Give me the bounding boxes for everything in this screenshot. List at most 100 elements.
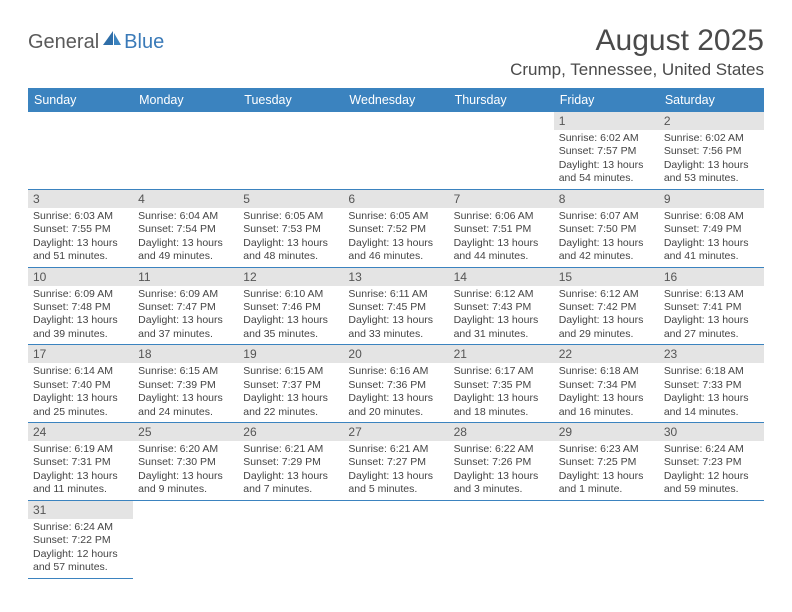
calendar-cell: 6Sunrise: 6:05 AMSunset: 7:52 PMDaylight… [343, 189, 448, 267]
day-details: Sunrise: 6:18 AMSunset: 7:34 PMDaylight:… [554, 363, 659, 422]
day-number: 29 [554, 423, 659, 441]
calendar-cell: 10Sunrise: 6:09 AMSunset: 7:48 PMDayligh… [28, 267, 133, 345]
calendar-week-row: 31Sunrise: 6:24 AMSunset: 7:22 PMDayligh… [28, 500, 764, 578]
day-number: 23 [659, 345, 764, 363]
day-number: 12 [238, 268, 343, 286]
calendar-cell: 25Sunrise: 6:20 AMSunset: 7:30 PMDayligh… [133, 423, 238, 501]
day-details: Sunrise: 6:10 AMSunset: 7:46 PMDaylight:… [238, 286, 343, 345]
day-number: 24 [28, 423, 133, 441]
day-number: 22 [554, 345, 659, 363]
day-details: Sunrise: 6:06 AMSunset: 7:51 PMDaylight:… [449, 208, 554, 267]
day-details: Sunrise: 6:19 AMSunset: 7:31 PMDaylight:… [28, 441, 133, 500]
calendar-cell [554, 500, 659, 578]
day-details: Sunrise: 6:21 AMSunset: 7:27 PMDaylight:… [343, 441, 448, 500]
day-number: 4 [133, 190, 238, 208]
weekday-header: Monday [133, 88, 238, 112]
day-number: 9 [659, 190, 764, 208]
brand-logo: General Blue [28, 30, 164, 54]
day-details: Sunrise: 6:09 AMSunset: 7:47 PMDaylight:… [133, 286, 238, 345]
calendar-body: 1Sunrise: 6:02 AMSunset: 7:57 PMDaylight… [28, 112, 764, 578]
calendar-cell: 18Sunrise: 6:15 AMSunset: 7:39 PMDayligh… [133, 345, 238, 423]
calendar-cell: 15Sunrise: 6:12 AMSunset: 7:42 PMDayligh… [554, 267, 659, 345]
day-number: 7 [449, 190, 554, 208]
day-number: 21 [449, 345, 554, 363]
weekday-header: Friday [554, 88, 659, 112]
calendar-cell: 1Sunrise: 6:02 AMSunset: 7:57 PMDaylight… [554, 112, 659, 189]
day-number: 16 [659, 268, 764, 286]
day-details: Sunrise: 6:18 AMSunset: 7:33 PMDaylight:… [659, 363, 764, 422]
calendar-cell: 3Sunrise: 6:03 AMSunset: 7:55 PMDaylight… [28, 189, 133, 267]
calendar-cell: 13Sunrise: 6:11 AMSunset: 7:45 PMDayligh… [343, 267, 448, 345]
day-number: 1 [554, 112, 659, 130]
day-number: 31 [28, 501, 133, 519]
calendar-cell: 30Sunrise: 6:24 AMSunset: 7:23 PMDayligh… [659, 423, 764, 501]
day-number: 30 [659, 423, 764, 441]
calendar-cell: 28Sunrise: 6:22 AMSunset: 7:26 PMDayligh… [449, 423, 554, 501]
calendar-cell: 21Sunrise: 6:17 AMSunset: 7:35 PMDayligh… [449, 345, 554, 423]
calendar-cell: 24Sunrise: 6:19 AMSunset: 7:31 PMDayligh… [28, 423, 133, 501]
day-number: 8 [554, 190, 659, 208]
day-details: Sunrise: 6:02 AMSunset: 7:56 PMDaylight:… [659, 130, 764, 189]
calendar-cell: 4Sunrise: 6:04 AMSunset: 7:54 PMDaylight… [133, 189, 238, 267]
day-details: Sunrise: 6:12 AMSunset: 7:43 PMDaylight:… [449, 286, 554, 345]
calendar-cell [343, 500, 448, 578]
calendar-cell: 12Sunrise: 6:10 AMSunset: 7:46 PMDayligh… [238, 267, 343, 345]
calendar-week-row: 3Sunrise: 6:03 AMSunset: 7:55 PMDaylight… [28, 189, 764, 267]
day-number: 26 [238, 423, 343, 441]
day-number: 2 [659, 112, 764, 130]
day-number: 5 [238, 190, 343, 208]
calendar-table: SundayMondayTuesdayWednesdayThursdayFrid… [28, 88, 764, 579]
weekday-header: Saturday [659, 88, 764, 112]
day-details: Sunrise: 6:23 AMSunset: 7:25 PMDaylight:… [554, 441, 659, 500]
sail-icon [101, 30, 123, 54]
day-details: Sunrise: 6:12 AMSunset: 7:42 PMDaylight:… [554, 286, 659, 345]
calendar-cell: 26Sunrise: 6:21 AMSunset: 7:29 PMDayligh… [238, 423, 343, 501]
calendar-cell: 11Sunrise: 6:09 AMSunset: 7:47 PMDayligh… [133, 267, 238, 345]
day-details: Sunrise: 6:04 AMSunset: 7:54 PMDaylight:… [133, 208, 238, 267]
day-number: 13 [343, 268, 448, 286]
logo-text-2: Blue [124, 31, 164, 54]
calendar-cell: 2Sunrise: 6:02 AMSunset: 7:56 PMDaylight… [659, 112, 764, 189]
day-details: Sunrise: 6:24 AMSunset: 7:23 PMDaylight:… [659, 441, 764, 500]
calendar-cell [133, 112, 238, 189]
day-number: 14 [449, 268, 554, 286]
day-details: Sunrise: 6:20 AMSunset: 7:30 PMDaylight:… [133, 441, 238, 500]
calendar-cell [238, 500, 343, 578]
calendar-cell [659, 500, 764, 578]
day-details: Sunrise: 6:21 AMSunset: 7:29 PMDaylight:… [238, 441, 343, 500]
day-details: Sunrise: 6:05 AMSunset: 7:53 PMDaylight:… [238, 208, 343, 267]
calendar-cell: 5Sunrise: 6:05 AMSunset: 7:53 PMDaylight… [238, 189, 343, 267]
day-details: Sunrise: 6:02 AMSunset: 7:57 PMDaylight:… [554, 130, 659, 189]
weekday-header: Sunday [28, 88, 133, 112]
calendar-week-row: 10Sunrise: 6:09 AMSunset: 7:48 PMDayligh… [28, 267, 764, 345]
day-number: 6 [343, 190, 448, 208]
calendar-cell [133, 500, 238, 578]
day-number: 19 [238, 345, 343, 363]
weekday-header: Thursday [449, 88, 554, 112]
day-details: Sunrise: 6:15 AMSunset: 7:39 PMDaylight:… [133, 363, 238, 422]
day-number: 25 [133, 423, 238, 441]
weekday-header-row: SundayMondayTuesdayWednesdayThursdayFrid… [28, 88, 764, 112]
logo-text-1: General [28, 31, 99, 54]
day-details: Sunrise: 6:05 AMSunset: 7:52 PMDaylight:… [343, 208, 448, 267]
day-number: 17 [28, 345, 133, 363]
day-number: 20 [343, 345, 448, 363]
day-details: Sunrise: 6:07 AMSunset: 7:50 PMDaylight:… [554, 208, 659, 267]
day-number: 15 [554, 268, 659, 286]
day-details: Sunrise: 6:17 AMSunset: 7:35 PMDaylight:… [449, 363, 554, 422]
calendar-cell: 14Sunrise: 6:12 AMSunset: 7:43 PMDayligh… [449, 267, 554, 345]
calendar-week-row: 17Sunrise: 6:14 AMSunset: 7:40 PMDayligh… [28, 345, 764, 423]
day-details: Sunrise: 6:15 AMSunset: 7:37 PMDaylight:… [238, 363, 343, 422]
calendar-cell [238, 112, 343, 189]
day-number: 18 [133, 345, 238, 363]
day-details: Sunrise: 6:16 AMSunset: 7:36 PMDaylight:… [343, 363, 448, 422]
calendar-week-row: 1Sunrise: 6:02 AMSunset: 7:57 PMDaylight… [28, 112, 764, 189]
calendar-week-row: 24Sunrise: 6:19 AMSunset: 7:31 PMDayligh… [28, 423, 764, 501]
day-number: 27 [343, 423, 448, 441]
weekday-header: Tuesday [238, 88, 343, 112]
calendar-cell: 17Sunrise: 6:14 AMSunset: 7:40 PMDayligh… [28, 345, 133, 423]
calendar-cell [449, 500, 554, 578]
calendar-cell [28, 112, 133, 189]
page-title: August 2025 [596, 24, 764, 58]
calendar-cell: 20Sunrise: 6:16 AMSunset: 7:36 PMDayligh… [343, 345, 448, 423]
